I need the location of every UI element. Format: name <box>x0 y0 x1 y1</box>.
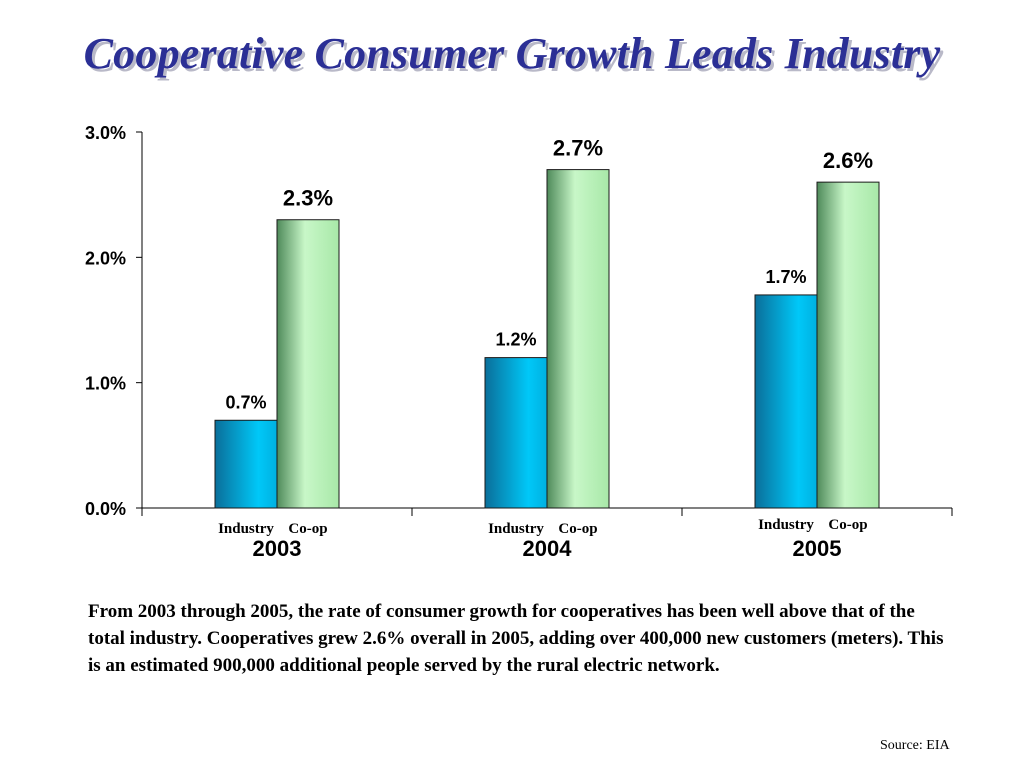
chart-labels: 0.7%Industry2.3%Co-op20031.2%Industry2.7… <box>218 136 873 561</box>
data-label: 1.7% <box>765 267 806 287</box>
bar-category-label: Co-op <box>558 521 597 537</box>
bar-category-label: Industry <box>758 517 814 533</box>
data-label: 2.7% <box>553 136 603 161</box>
bar-category-label: Co-op <box>288 521 327 537</box>
slide-caption: From 2003 through 2005, the rate of cons… <box>88 601 944 676</box>
bar-category-label: Industry <box>218 521 274 537</box>
x-category-label: 2003 <box>253 536 302 561</box>
bar-industry-2003 <box>214 419 278 509</box>
bar-chart: 0.0%1.0%2.0%3.0% 0.7%Industry2.3%Co-op20… <box>85 123 953 561</box>
bar-category-label: Co-op <box>828 517 867 533</box>
bar-co-op-2003 <box>276 219 340 509</box>
y-tick-label: 2.0% <box>85 248 126 268</box>
x-category-label: 2004 <box>523 536 573 561</box>
data-label: 0.7% <box>225 392 266 412</box>
bar-co-op-2005 <box>816 181 880 509</box>
y-tick-label: 3.0% <box>85 123 126 143</box>
y-tick-label: 1.0% <box>85 374 126 394</box>
chart-bars <box>214 169 880 509</box>
source-note: Source: EIA <box>880 738 950 753</box>
y-tick-label: 0.0% <box>85 499 126 519</box>
data-label: 2.6% <box>823 148 873 173</box>
bar-industry-2004 <box>484 357 548 509</box>
data-label: 1.2% <box>495 330 536 350</box>
bar-co-op-2004 <box>546 169 610 509</box>
slide-title: Cooperative Consumer Growth Leads Indust… <box>83 29 941 78</box>
x-category-label: 2005 <box>793 536 842 561</box>
data-label: 2.3% <box>283 186 333 211</box>
bar-industry-2005 <box>754 294 818 509</box>
bar-category-label: Industry <box>488 521 544 537</box>
